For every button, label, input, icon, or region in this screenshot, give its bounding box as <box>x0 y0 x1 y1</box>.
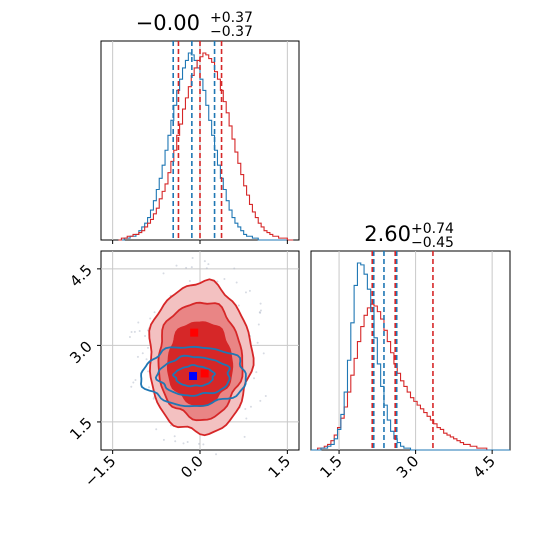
contour-bg-point-95 <box>245 417 248 420</box>
hist-x-quantile-lines <box>172 41 223 240</box>
contour-bg-point-116 <box>144 334 147 337</box>
contour-bg-point-61 <box>188 279 191 282</box>
contour-bg-point-53 <box>182 442 185 445</box>
contour-bg-point-84 <box>130 331 133 334</box>
contour-ytick-label-1: 3.0 <box>66 337 96 367</box>
hist-x-steps <box>118 52 294 241</box>
contour-bg-point-29 <box>173 435 176 438</box>
hist-y-step-blue <box>311 262 510 451</box>
contour-bg-point-91 <box>255 371 258 374</box>
contour-bg-point-47 <box>259 302 262 305</box>
contour-bg-point-94 <box>145 358 148 361</box>
contour-bg-point-9 <box>148 386 151 389</box>
contour-bg-point-54 <box>162 438 165 441</box>
contour-bg-point-58 <box>134 379 137 382</box>
contour-bg-point-74 <box>259 311 262 314</box>
contour-bg-point-79 <box>132 381 135 384</box>
hist-y-tick-label-2: 4.5 <box>469 452 499 482</box>
contour-bg-point-102 <box>253 377 256 380</box>
contour-bg-point-97 <box>128 336 131 339</box>
contour-bg-point-43 <box>174 440 177 443</box>
contour-bg-point-50 <box>244 291 247 294</box>
contour-markers <box>189 328 209 381</box>
contour-marker-red-1 <box>200 369 209 378</box>
contour-bg-point-39 <box>198 442 201 445</box>
contour-bg-point-86 <box>136 355 139 358</box>
contour-bg-point-22 <box>203 260 206 263</box>
contour-xtick-label-1: 0.0 <box>177 452 207 482</box>
contour-bg-point-88 <box>130 385 133 388</box>
contour-marker-red-0 <box>190 328 199 337</box>
contour-bg-point-19 <box>235 281 238 284</box>
contour-bg-point-37 <box>243 435 246 438</box>
contour-shapes <box>140 278 255 437</box>
hist-y-title-main: 2.60 <box>364 222 411 246</box>
contour-blue-level-2 <box>171 364 216 388</box>
contour-bg-point-49 <box>152 397 155 400</box>
contour-bg-point-100 <box>216 280 219 283</box>
contour-bg-point-38 <box>259 399 262 402</box>
contour-marker-blue-2 <box>189 372 198 381</box>
contour-bg-point-104 <box>223 277 226 280</box>
hist-y-panel: 1.5 3.0 4.5 <box>310 250 511 482</box>
contour-bg-point-0 <box>141 352 144 355</box>
contour-bg-point-55 <box>207 263 210 266</box>
hist-x-title-sub: −0.37 <box>210 24 253 40</box>
contour-bg-point-68 <box>147 346 150 349</box>
hist-y-title-sup: +0.74 <box>411 221 454 237</box>
contour-bg-point-21 <box>259 309 262 312</box>
contour-bg-point-113 <box>153 311 156 314</box>
contour-bg-point-12 <box>237 304 240 307</box>
contour-bg-point-25 <box>202 443 205 446</box>
contour-bg-point-87 <box>215 453 218 456</box>
contour-bg-point-105 <box>205 267 208 270</box>
contour-xtick-label-2: 1.5 <box>265 452 295 482</box>
contour-panel: −1.5 0.0 1.5 1.5 3.0 4.5 <box>66 250 300 491</box>
contour-ytick-label-0: 1.5 <box>66 414 96 444</box>
contour-bg-point-5 <box>185 266 188 269</box>
hist-x-step-blue <box>118 52 294 241</box>
contour-bg-point-77 <box>256 341 259 344</box>
hist-x-panel <box>100 40 300 244</box>
contour-bg-point-72 <box>186 441 189 444</box>
contour-bg-point-115 <box>257 323 260 326</box>
hist-x-ticks <box>112 240 288 244</box>
contour-bg-point-16 <box>233 267 236 270</box>
contour-bg-point-89 <box>155 428 158 431</box>
contour-bg-point-32 <box>137 321 140 324</box>
contour-bg-point-81 <box>248 289 251 292</box>
contour-ytick-label-2: 4.5 <box>66 261 96 291</box>
contour-blue-level-1 <box>154 354 231 397</box>
hist-x-step-red <box>118 52 294 241</box>
hist-y-grid <box>338 251 493 450</box>
hist-y-steps <box>311 262 510 451</box>
contour-bg-point-69 <box>262 352 265 355</box>
hist-y-title-sub: −0.45 <box>411 235 454 251</box>
contour-bg-point-80 <box>147 370 150 373</box>
contour-bg-point-48 <box>133 330 136 333</box>
contour-bg-point-44 <box>191 256 194 259</box>
contour-bg-point-71 <box>162 272 165 275</box>
hist-y-quantile-lines <box>371 251 434 450</box>
hist-y-tick-label-1: 3.0 <box>393 452 423 482</box>
contour-bg-point-110 <box>244 407 247 410</box>
hist-x-title-sup: +0.37 <box>210 10 253 26</box>
contour-bg-point-14 <box>149 317 152 320</box>
hist-y-ticks: 1.5 3.0 4.5 <box>316 450 499 482</box>
hist-x-title-main: −0.00 <box>136 11 200 35</box>
contour-bg-point-106 <box>175 264 178 267</box>
contour-bg-point-70 <box>138 329 141 332</box>
hist-y-tick-label-0: 1.5 <box>316 452 346 482</box>
contour-bg-point-11 <box>264 394 267 397</box>
contour-xtick-label-0: −1.5 <box>81 452 119 490</box>
contour-blue-level-0 <box>140 345 247 408</box>
contour-bg-point-83 <box>249 405 252 408</box>
contour-bg-point-36 <box>190 266 193 269</box>
